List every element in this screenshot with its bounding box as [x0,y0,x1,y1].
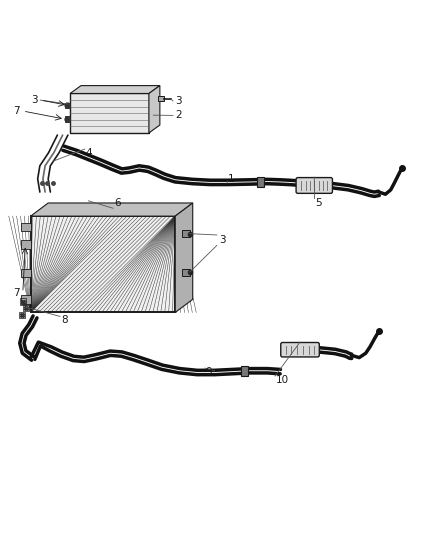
Polygon shape [70,93,149,133]
Text: 1: 1 [228,174,234,184]
Text: 9: 9 [206,367,212,377]
Text: 6: 6 [114,198,120,208]
Bar [158,96,164,101]
Polygon shape [31,203,193,216]
Text: 7: 7 [13,106,20,116]
Bar [19,312,25,318]
Text: 2: 2 [175,110,182,120]
Bar [182,269,190,276]
Bar [21,223,31,231]
Bar [21,295,31,304]
FancyBboxPatch shape [296,177,332,193]
Text: 8: 8 [61,315,68,325]
Text: 10: 10 [276,375,289,385]
Text: 7: 7 [13,288,20,298]
Polygon shape [70,86,160,93]
Text: 3: 3 [175,96,182,106]
Bar [21,240,31,249]
Bar [65,117,70,122]
FancyBboxPatch shape [281,343,319,357]
Bar [31,216,175,312]
Bar [65,103,70,108]
Bar [257,177,264,187]
Polygon shape [31,216,175,312]
Bar [23,305,29,311]
Text: 4: 4 [85,148,92,158]
Polygon shape [149,86,160,133]
Polygon shape [175,203,193,312]
Text: 3: 3 [219,235,226,245]
Bar [182,230,190,237]
Text: 3: 3 [31,95,37,105]
Text: 5: 5 [315,198,322,208]
Bar [241,366,248,376]
Bar [20,298,26,304]
Bar [21,269,31,278]
